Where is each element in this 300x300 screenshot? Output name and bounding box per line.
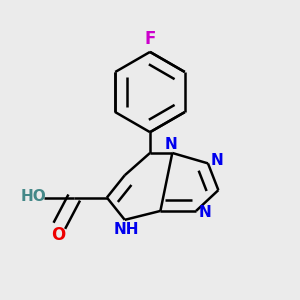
- Text: HO: HO: [20, 189, 46, 204]
- Text: O: O: [51, 226, 65, 244]
- Text: F: F: [144, 30, 156, 48]
- Text: N: N: [199, 205, 212, 220]
- Text: N: N: [211, 154, 223, 169]
- Text: NH: NH: [113, 222, 139, 237]
- Text: N: N: [164, 137, 177, 152]
